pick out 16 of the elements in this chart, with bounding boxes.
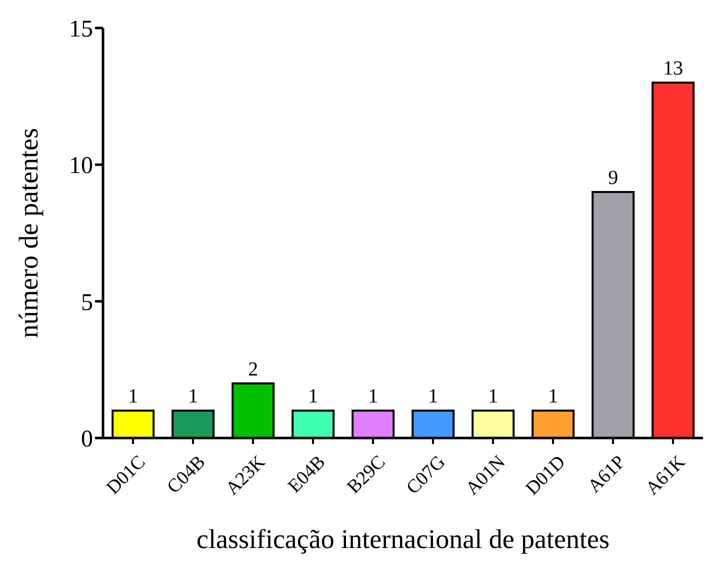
- y-tick-label: 15: [69, 16, 93, 43]
- y-tick-label: 5: [81, 290, 93, 316]
- data-label: 1: [308, 386, 318, 408]
- data-label: 13: [663, 58, 684, 80]
- data-label: 1: [368, 386, 378, 408]
- data-label: 1: [428, 386, 438, 408]
- x-axis-title: classificação internacional de patentes: [196, 524, 610, 554]
- data-label: 1: [548, 386, 558, 408]
- y-axis-title: número de patentes: [14, 128, 44, 338]
- y-tick-label: 10: [69, 153, 93, 180]
- data-label: 1: [128, 386, 138, 408]
- data-label: 1: [188, 386, 198, 408]
- data-label: 2: [248, 358, 258, 380]
- y-tick-label: 0: [81, 426, 93, 453]
- data-label: 9: [608, 167, 618, 189]
- data-label: 1: [488, 386, 498, 408]
